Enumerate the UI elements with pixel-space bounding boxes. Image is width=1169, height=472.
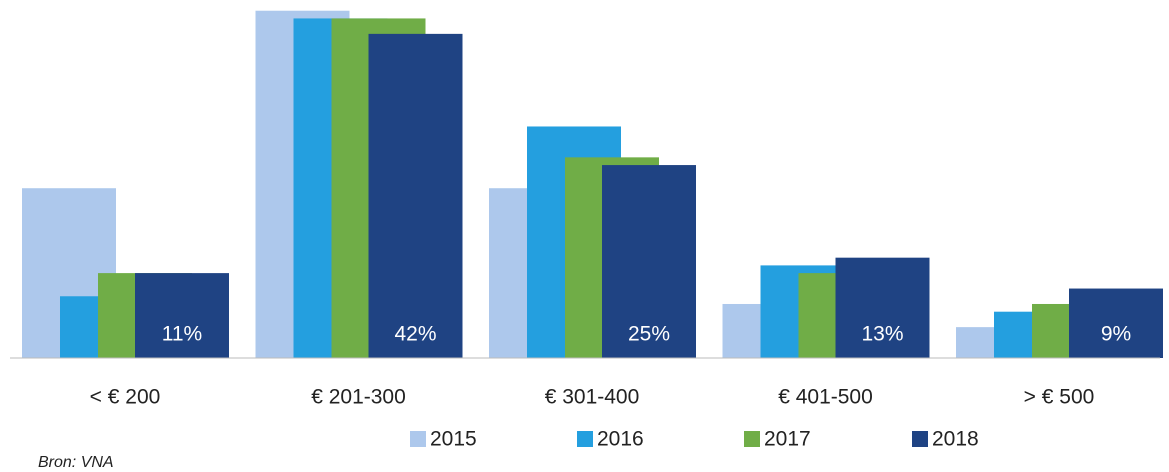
bar [135, 273, 229, 358]
value-label: 13% [861, 323, 903, 346]
bar [368, 33, 463, 358]
x-tick-label: € 201-300 [311, 386, 406, 409]
x-tick-label: € 401-500 [778, 386, 873, 409]
value-label: 42% [394, 323, 436, 346]
legend-label: 2015 [430, 428, 477, 451]
legend-swatch [744, 431, 760, 447]
bar [1069, 288, 1163, 358]
legend-swatch [577, 431, 593, 447]
value-label: 9% [1101, 323, 1131, 346]
value-label: 11% [162, 323, 202, 346]
legend-swatch [410, 431, 426, 447]
legend-label: 2018 [932, 428, 979, 451]
value-label: 25% [628, 323, 670, 346]
legend-swatch [912, 431, 928, 447]
legend-label: 2017 [764, 428, 811, 451]
x-tick-label: < € 200 [90, 386, 161, 409]
x-tick-label: € 301-400 [545, 386, 640, 409]
bar [835, 257, 930, 358]
source: Bron: VNA [38, 454, 114, 471]
bar [602, 165, 696, 358]
x-tick-label: > € 500 [1024, 386, 1095, 409]
legend-label: 2016 [597, 428, 644, 451]
